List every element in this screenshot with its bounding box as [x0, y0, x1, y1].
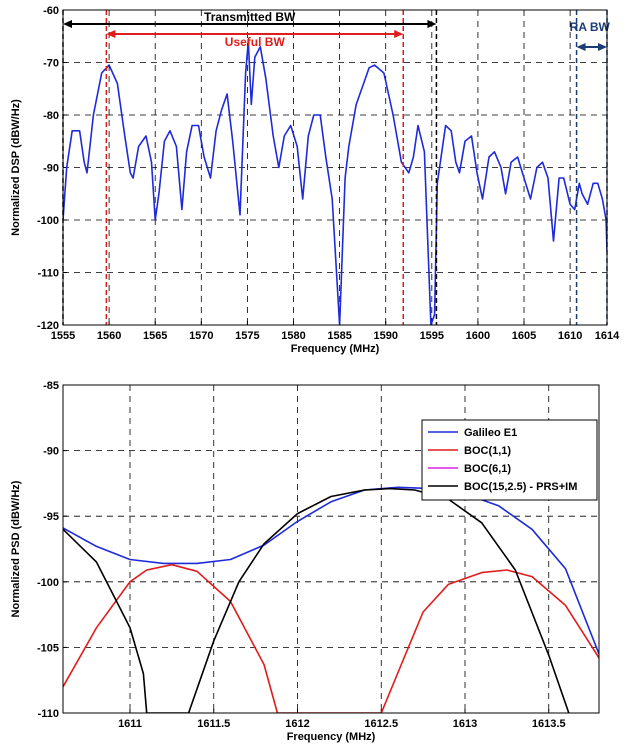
ra-bw-arrow [576, 43, 607, 51]
x-tick-label: 1555 [51, 330, 75, 342]
x-tick-label: 1611 [118, 718, 142, 730]
series-line-1 [63, 40, 607, 325]
y-tick-label: -60 [43, 5, 59, 17]
x-tick-label: 1613 [453, 718, 477, 730]
x-tick-label: 1560 [97, 330, 121, 342]
chart-bottom-grid [63, 385, 599, 713]
chart-bottom-x-axis-label: Frequency (MHz) [287, 731, 376, 743]
series-line-2 [63, 563, 599, 713]
useful-bw-label: Useful BW [225, 35, 286, 49]
x-tick-label: 1570 [189, 330, 213, 342]
y-tick-label: -90 [43, 163, 59, 175]
chart-top-series [63, 40, 607, 325]
chart-bottom-legend: Galileo E1 BOC(1,1) BOC(6,1) BOC(15,2.5) - … [421, 419, 598, 501]
x-tick-label: 1613.5 [532, 718, 566, 730]
y-tick-label: -95 [43, 511, 59, 523]
y-tick-label: -70 [43, 58, 59, 70]
transmitted-bw-arrow [63, 20, 437, 28]
chart-bottom-y-axis-label: Normalized PSD (dBW/Hz) [10, 480, 22, 617]
y-tick-label: -110 [38, 268, 59, 280]
transmitted-bw-label: Transmitted BW [204, 10, 296, 24]
x-tick-label: 1605 [512, 330, 536, 342]
x-tick-label: 1612 [285, 718, 309, 730]
x-tick-label: 1595 [420, 330, 444, 342]
chart-bottom: 1611 1611.5 1612 1612.5 1613 1613.5 -85 -90 -95 -… [10, 380, 600, 743]
y-tick-label: -110 [38, 708, 59, 720]
x-tick-label: 1575 [235, 330, 259, 342]
y-tick-label: -85 [43, 380, 59, 392]
x-tick-label: 1610 [558, 330, 582, 342]
x-tick-label: 1611.5 [197, 718, 230, 730]
chart-top-frame [62, 9, 608, 326]
y-tick-label: -100 [37, 215, 59, 227]
useful-bw-arrow [106, 30, 404, 38]
chart-bottom-ticks: 1611 1611.5 1612 1612.5 1613 1613.5 -85 -90 -95 -… [37, 380, 566, 730]
x-tick-label: 1600 [466, 330, 490, 342]
y-tick-label: -120 [37, 320, 59, 332]
legend-entry: BOC(6,1) [464, 463, 511, 475]
x-tick-label: 1590 [373, 330, 397, 342]
series-line-4 [63, 487, 570, 713]
chart-top-grid [63, 10, 607, 325]
chart-bottom-series [63, 486, 599, 713]
y-tick-label: -90 [43, 446, 59, 458]
legend-entry: BOC(1,1) [464, 445, 511, 457]
x-tick-label: 1585 [327, 330, 351, 342]
chart-bottom-frame [62, 384, 600, 714]
x-tick-label: 1614 [595, 330, 620, 342]
chart-top-x-axis-label: Frequency (MHz) [291, 343, 380, 355]
x-tick-label: 1580 [281, 330, 305, 342]
x-tick-label: 1565 [143, 330, 167, 342]
series-line-1 [63, 486, 599, 655]
legend-entry: Galileo E1 [464, 427, 517, 439]
x-tick-label: 1612.5 [364, 718, 398, 730]
chart-top-y-axis-label: Normalized DSP (dBW/Hz) [10, 99, 22, 236]
chart-top-ticks: 1555 1560 1565 1570 1575 1580 1585 1590 1595 1600… [37, 5, 620, 342]
ra-bw-label: RA BW [570, 20, 611, 34]
legend-entry: BOC(15,2.5) - PRS+IM [464, 481, 577, 493]
chart-top: 1555 1560 1565 1570 1575 1580 1585 1590 1595 1600… [10, 5, 620, 355]
y-tick-label: -105 [37, 642, 59, 654]
y-tick-label: -80 [43, 110, 59, 122]
y-tick-label: -100 [37, 577, 59, 589]
